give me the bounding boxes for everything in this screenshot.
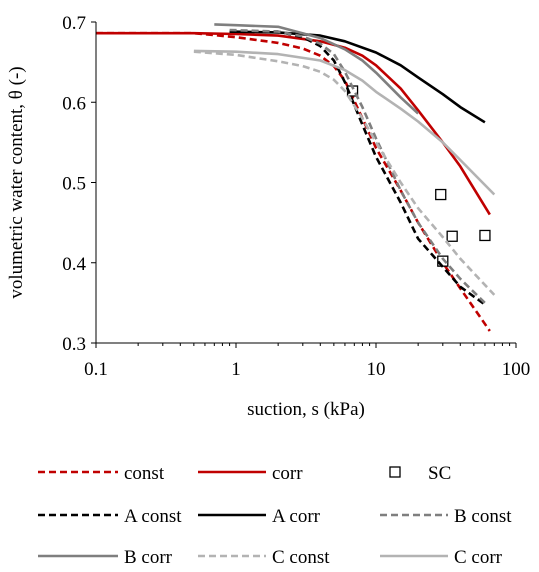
series-c-const-line: [193, 50, 496, 296]
legend-entry-corr: corr: [198, 463, 303, 484]
y-tick-label: 0.5: [62, 174, 86, 195]
legend-label-b-const: B const: [454, 506, 512, 527]
y-tick-label: 0.7: [62, 13, 86, 34]
x-tick-label: 10: [367, 359, 386, 380]
legend-entry-b-const: B const: [380, 506, 512, 527]
legend-label-a-corr: A corr: [272, 506, 321, 527]
legend-label-c-corr: C corr: [454, 547, 503, 568]
legend-label-const: const: [124, 463, 165, 484]
legend-entry-a-const: A const: [38, 506, 182, 527]
x-tick-label: 100: [502, 359, 531, 380]
series-sc-point: [479, 229, 491, 242]
legend-entry-b-corr: B corr: [38, 547, 173, 568]
y-tick-label: 0.4: [62, 254, 86, 275]
y-tick-label: 0.3: [62, 334, 86, 355]
series-layer: [96, 23, 496, 332]
series-sc-point: [435, 188, 447, 201]
legend-entry-c-const: C const: [198, 547, 330, 568]
y-tick-label: 0.6: [62, 93, 86, 114]
legend-entry-sc: SC: [389, 463, 451, 484]
legend-label-b-corr: B corr: [124, 547, 173, 568]
series-b-const-line: [229, 28, 486, 304]
series-c-corr-line: [193, 49, 496, 196]
axes-layer: 0.1 1 10 100 0.3 0.4 0.5 0.6 0.7: [62, 13, 530, 380]
y-axis-title: volumetric water content, θ (-): [6, 66, 27, 298]
legend-label-c-const: C const: [272, 547, 330, 568]
series-sc-point: [446, 230, 458, 242]
x-tick-label: 1: [231, 359, 241, 380]
x-axis-title: suction, s (kPa): [247, 399, 365, 420]
legend-entry-a-corr: A corr: [198, 506, 321, 527]
legend-entry-c-corr: C corr: [380, 547, 503, 568]
legend-label-a-const: A const: [124, 506, 182, 527]
series-a-const-line: [229, 30, 486, 306]
legend-label-corr: corr: [272, 463, 303, 484]
series-a-corr-line: [229, 30, 486, 124]
series-const-line: [96, 31, 491, 332]
legend-entry-const: const: [38, 463, 165, 484]
series-corr-line: [96, 31, 491, 216]
series-b-corr-line: [214, 23, 419, 115]
legend-swatch-sc: [389, 466, 401, 478]
legend-label-sc: SC: [428, 463, 451, 484]
x-tick-label: 0.1: [84, 359, 108, 380]
legend: const corr SC A const A corr B const B corr C c…: [38, 463, 512, 568]
